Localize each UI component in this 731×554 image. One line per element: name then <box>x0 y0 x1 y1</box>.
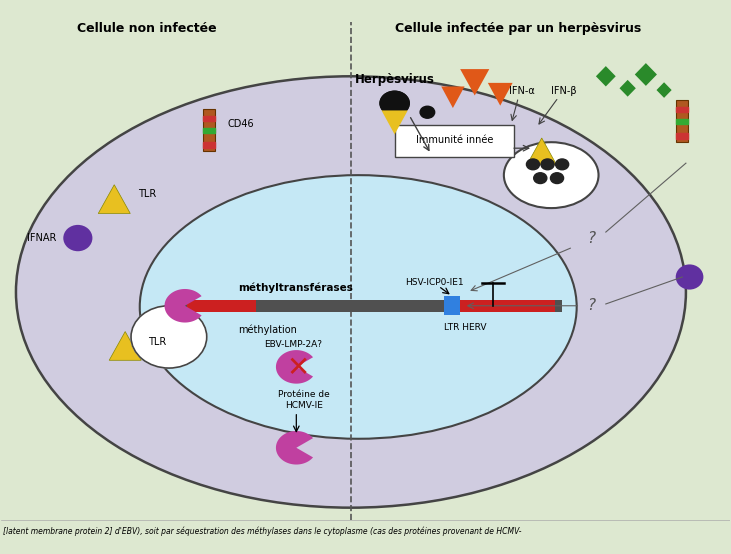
Circle shape <box>526 159 539 170</box>
Circle shape <box>541 159 554 170</box>
Text: Cellule infectée par un herpèsvirus: Cellule infectée par un herpèsvirus <box>395 22 642 35</box>
Text: LTR HERV: LTR HERV <box>444 324 487 332</box>
Bar <box>176 300 562 312</box>
Bar <box>676 120 689 124</box>
Circle shape <box>380 91 409 115</box>
Text: TLR: TLR <box>138 189 156 199</box>
Text: méthyltransférases: méthyltransférases <box>238 283 353 293</box>
Bar <box>676 107 689 112</box>
Bar <box>676 100 689 142</box>
Polygon shape <box>461 69 489 95</box>
Polygon shape <box>276 431 313 465</box>
Text: méthylation: méthylation <box>238 325 297 335</box>
Text: EBV-LMP-2A?: EBV-LMP-2A? <box>264 340 322 348</box>
Text: HSV-ICP0-IE1: HSV-ICP0-IE1 <box>406 279 464 288</box>
Polygon shape <box>382 110 408 135</box>
Ellipse shape <box>504 142 599 208</box>
Text: ?: ? <box>587 230 595 245</box>
Text: CD46: CD46 <box>227 119 254 129</box>
Bar <box>202 116 215 121</box>
Text: Herpèsvirus: Herpèsvirus <box>355 73 434 86</box>
Text: IFN-β: IFN-β <box>550 86 576 96</box>
Polygon shape <box>635 63 657 86</box>
Text: IFN-α: IFN-α <box>510 86 535 96</box>
Polygon shape <box>109 331 141 360</box>
Circle shape <box>131 306 207 368</box>
Text: IFNAR: IFNAR <box>27 233 56 243</box>
Circle shape <box>534 173 547 183</box>
Polygon shape <box>442 86 464 108</box>
Polygon shape <box>527 138 556 165</box>
Text: Cellule non infectée: Cellule non infectée <box>77 22 217 35</box>
Text: TLR: TLR <box>148 337 167 347</box>
Circle shape <box>380 91 409 115</box>
Bar <box>676 133 689 139</box>
Text: Immunité innée: Immunité innée <box>416 135 493 145</box>
Bar <box>202 142 215 148</box>
Polygon shape <box>276 350 313 384</box>
Text: ✕: ✕ <box>287 354 310 382</box>
Polygon shape <box>619 80 636 96</box>
Ellipse shape <box>675 264 703 290</box>
Polygon shape <box>656 83 672 98</box>
Circle shape <box>550 173 564 183</box>
Polygon shape <box>164 289 202 322</box>
Circle shape <box>556 159 569 170</box>
Ellipse shape <box>64 225 92 251</box>
Ellipse shape <box>140 175 577 439</box>
Circle shape <box>420 106 435 118</box>
Ellipse shape <box>16 76 686 507</box>
Polygon shape <box>488 83 512 106</box>
Bar <box>202 129 215 133</box>
FancyBboxPatch shape <box>395 125 514 157</box>
Bar <box>187 300 257 312</box>
Text: [latent membrane protein 2] d'EBV), soit par séquestration des méthylases dans l: [latent membrane protein 2] d'EBV), soit… <box>3 527 521 536</box>
Bar <box>202 109 215 151</box>
Bar <box>444 296 461 315</box>
Bar <box>446 300 555 312</box>
Polygon shape <box>596 66 616 86</box>
Text: ?: ? <box>587 298 595 313</box>
Polygon shape <box>98 184 130 213</box>
Text: Protéine de
HCMV-IE: Protéine de HCMV-IE <box>278 390 330 409</box>
